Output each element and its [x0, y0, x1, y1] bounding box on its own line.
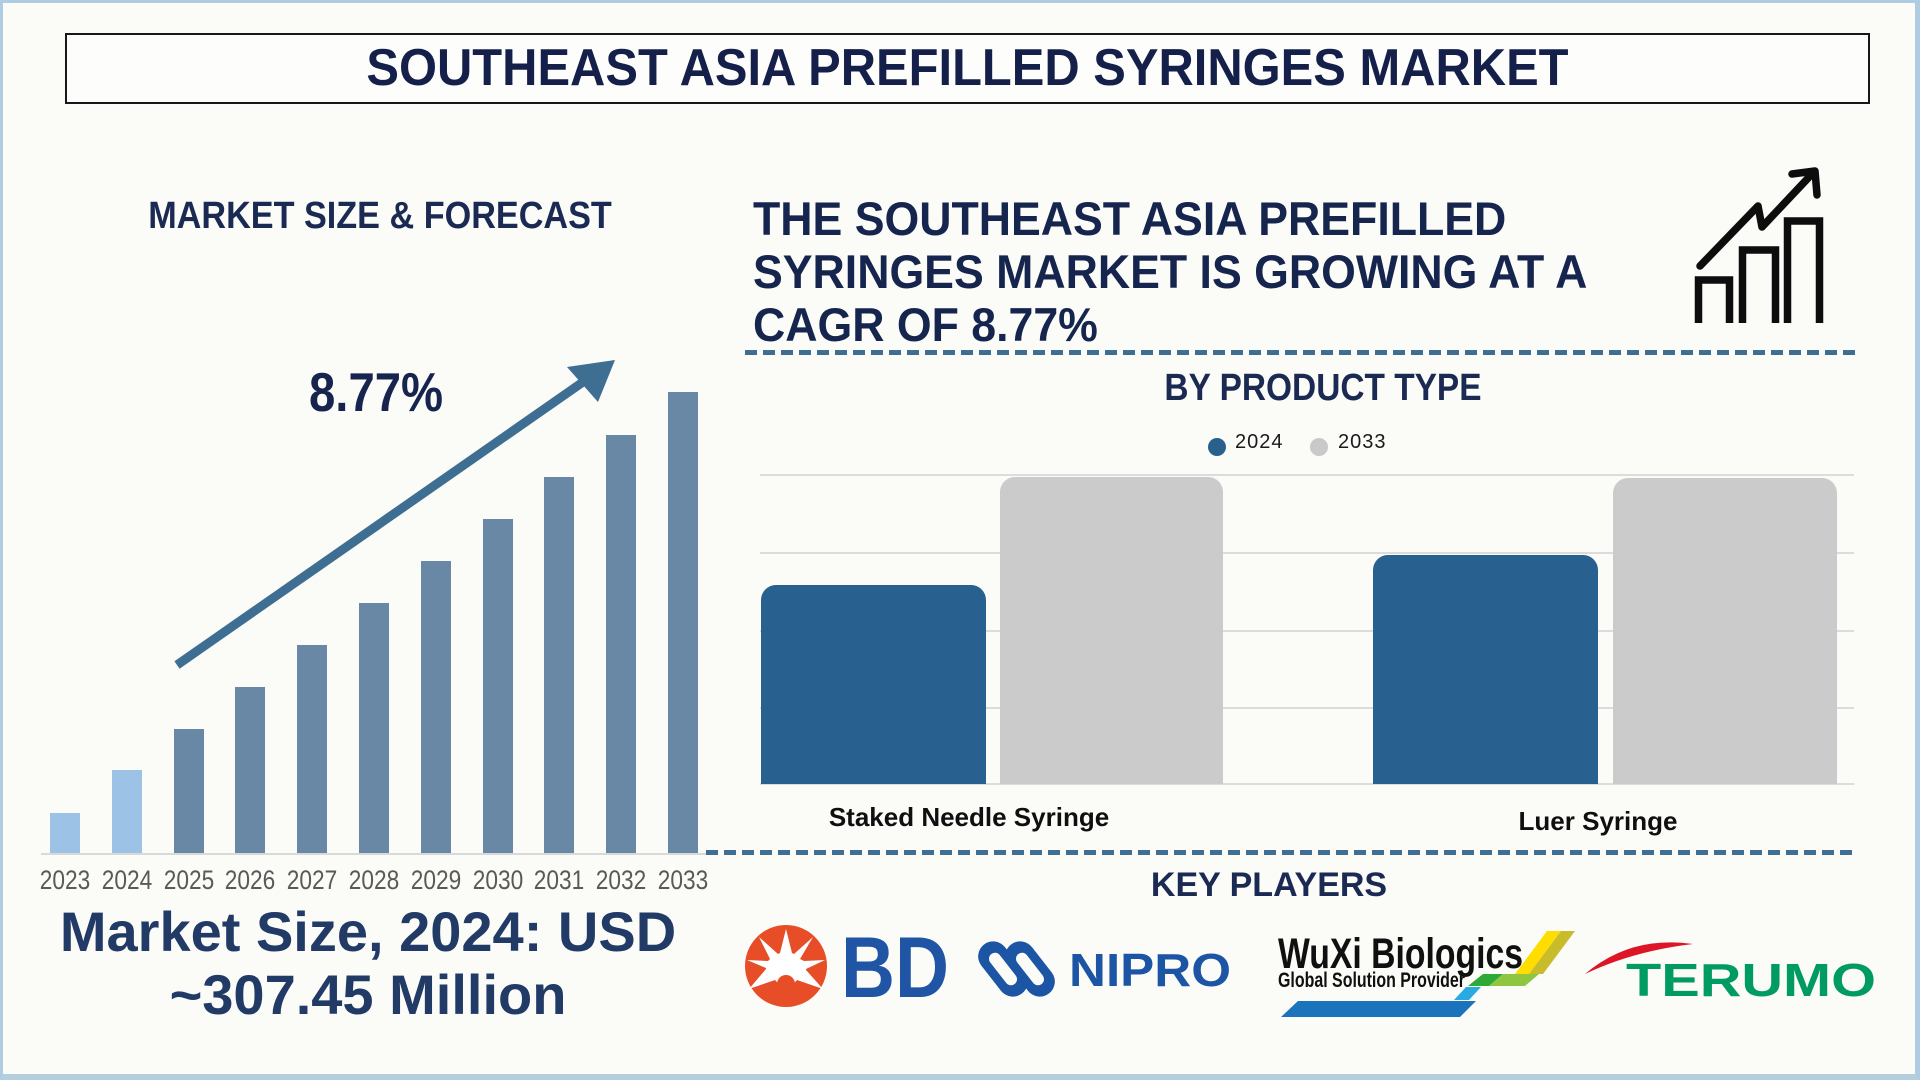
svg-text:TERUMO: TERUMO	[1626, 954, 1876, 1006]
svg-text:NIPRO: NIPRO	[1069, 944, 1231, 996]
svg-text:WuXi Biologics: WuXi Biologics	[1278, 930, 1523, 978]
svg-text:BD: BD	[841, 920, 949, 1016]
svg-text:Global Solution Provider: Global Solution Provider	[1278, 969, 1465, 992]
